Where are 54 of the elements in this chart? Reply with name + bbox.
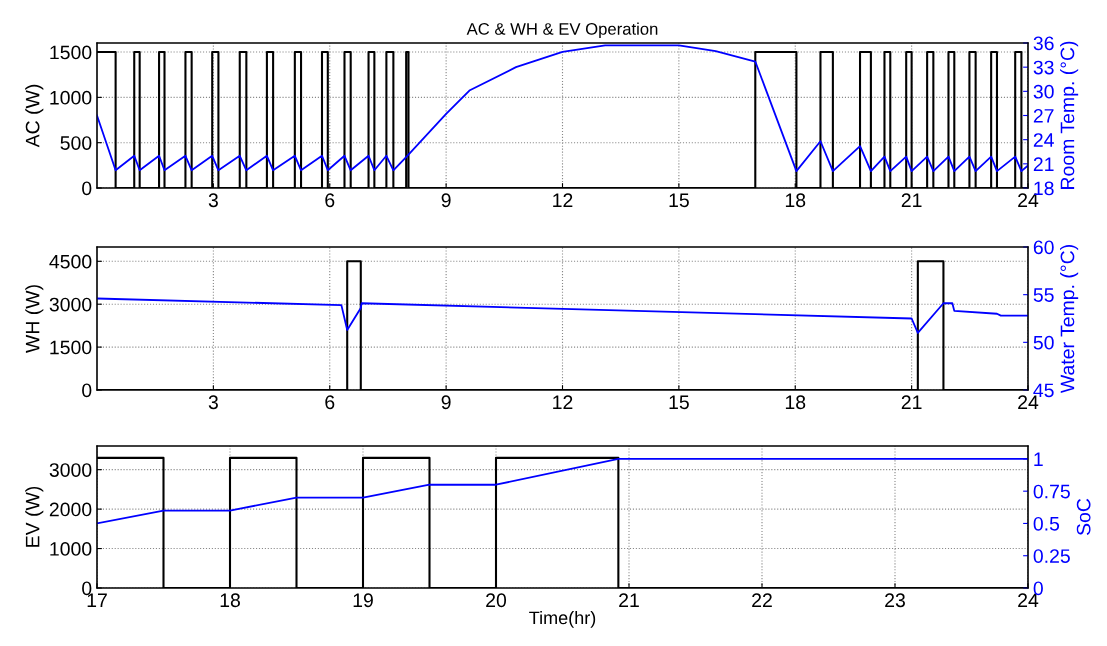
- y-tick-label: 0: [82, 383, 92, 398]
- x-tick-label: 9: [441, 395, 451, 410]
- y2-tick-label: 0.5: [1033, 516, 1060, 531]
- y-tick-label: 1500: [50, 340, 92, 355]
- x-axis-title: Time(hr): [529, 610, 596, 628]
- x-tick-label: 3: [208, 193, 218, 208]
- y2-tick-label: 24: [1033, 133, 1054, 147]
- y2-tick-label: 50: [1033, 335, 1054, 350]
- chart-title: AC & WH & EV Operation: [466, 22, 658, 39]
- x-tick-label: 23: [885, 593, 905, 608]
- x-tick-label: 21: [901, 395, 922, 409]
- y2-tick-label: 21: [1033, 157, 1054, 171]
- y2-axis-title: Water Temp. (°C): [1060, 245, 1079, 394]
- line-series: [97, 458, 1028, 525]
- x-tick-label: 18: [785, 193, 806, 208]
- x-tick-label: 6: [325, 193, 335, 208]
- y2-tick-label: 0.75: [1033, 484, 1070, 499]
- y-tick-label: 500: [60, 136, 92, 150]
- y2-tick-label: 0.25: [1033, 549, 1070, 563]
- y-tick-label: 1000: [50, 542, 92, 556]
- x-tick-label: 22: [752, 593, 772, 607]
- y-tick-label: 1000: [50, 90, 92, 105]
- y2-tick-label: 1: [1034, 452, 1043, 466]
- y2-tick-label: 55: [1033, 288, 1054, 302]
- y2-axis-title: SoC: [1076, 498, 1091, 536]
- y-tick-label: 1500: [50, 45, 92, 60]
- y-tick-label: 3000: [49, 297, 92, 312]
- x-tick-label: 21: [901, 193, 922, 207]
- x-tick-label: 18: [785, 395, 806, 410]
- x-tick-label: 12: [553, 395, 573, 409]
- y-axis-title: WH (W): [25, 285, 44, 353]
- y2-tick-label: 33: [1033, 60, 1054, 75]
- y-tick-label: 4500: [49, 254, 92, 269]
- y2-axis-title: Room Temp. (°C): [1060, 41, 1079, 189]
- y2-tick-label: 27: [1033, 108, 1054, 123]
- y-tick-label: 0: [82, 181, 92, 196]
- x-tick-label: 20: [486, 593, 507, 608]
- y-tick-label: 3000: [49, 463, 92, 477]
- x-tick-label: 9: [441, 193, 451, 208]
- x-tick-label: 6: [325, 395, 335, 410]
- y2-tick-label: 36: [1033, 36, 1054, 51]
- y-axis-title: EV (W): [25, 486, 44, 547]
- x-tick-label: 18: [220, 593, 240, 608]
- x-tick-label: 3: [208, 395, 218, 410]
- line-series: [97, 297, 1028, 334]
- x-tick-label: 12: [553, 193, 573, 207]
- x-tick-label: 15: [669, 193, 689, 208]
- y-axis-title: AC (W): [25, 84, 44, 148]
- x-tick-label: 21: [619, 593, 639, 607]
- y-tick-label: 2000: [49, 502, 92, 517]
- x-tick-label: 19: [353, 593, 373, 608]
- y2-tick-label: 60: [1033, 240, 1054, 255]
- x-tick-label: 15: [669, 395, 689, 410]
- y2-tick-label: 30: [1033, 84, 1054, 99]
